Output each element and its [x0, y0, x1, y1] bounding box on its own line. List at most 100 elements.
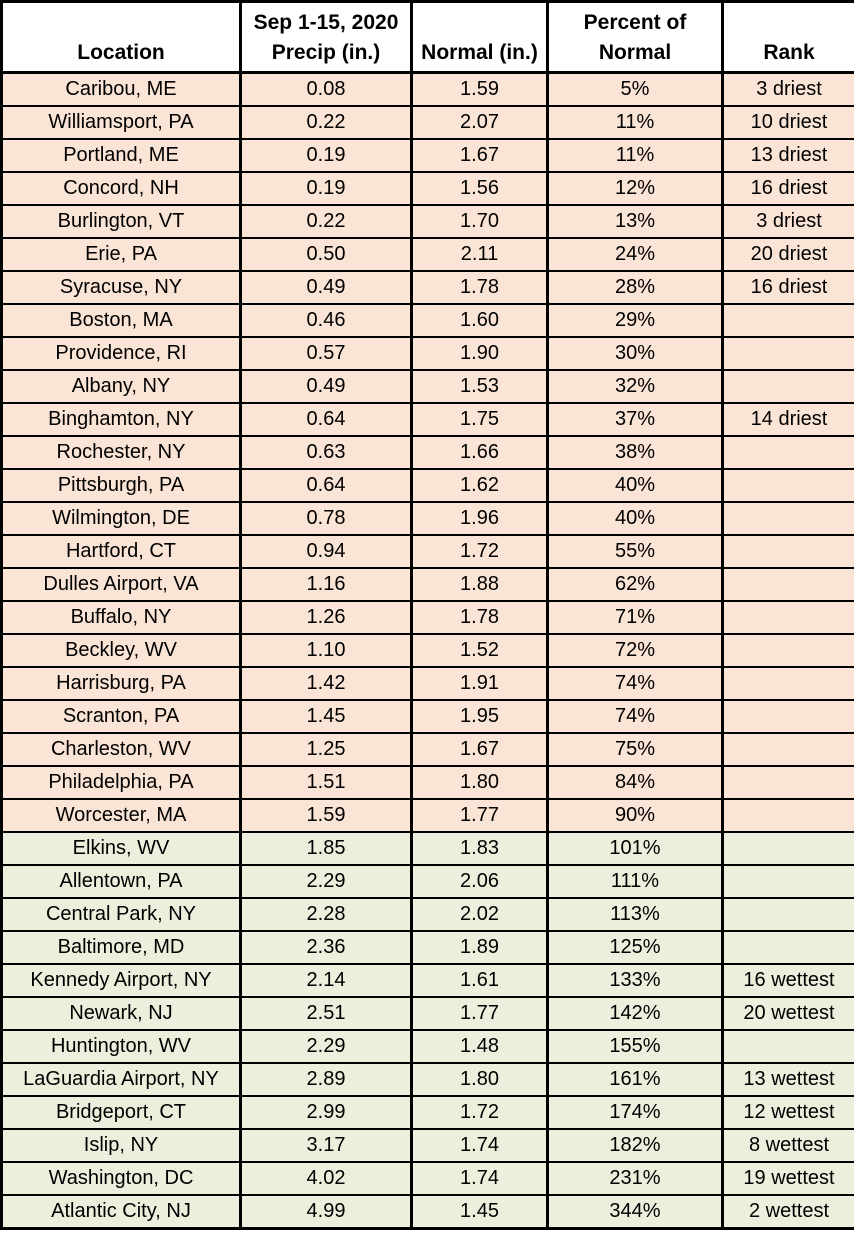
table-row: Newark, NJ 2.51 1.77 142% 20 wettest [0, 996, 854, 1031]
cell-location: Scranton, PA [0, 699, 242, 734]
cell-location: Beckley, WV [0, 633, 242, 668]
table-row: Burlington, VT 0.22 1.70 13% 3 driest [0, 204, 854, 239]
cell-location: Huntington, WV [0, 1029, 242, 1064]
cell-normal: 1.48 [410, 1029, 549, 1064]
cell-location: Syracuse, NY [0, 270, 242, 305]
cell-rank: 13 driest [721, 138, 854, 173]
cell-percent-of-normal: 174% [546, 1095, 724, 1130]
cell-precip: 1.59 [239, 798, 413, 833]
table-row: Hartford, CT 0.94 1.72 55% [0, 534, 854, 569]
table-row: Charleston, WV 1.25 1.67 75% [0, 732, 854, 767]
cell-precip: 0.19 [239, 171, 413, 206]
cell-normal: 1.88 [410, 567, 549, 602]
cell-percent-of-normal: 40% [546, 501, 724, 536]
cell-precip: 2.51 [239, 996, 413, 1031]
header-line: Sep 1-15, 2020 [253, 11, 399, 34]
cell-percent-of-normal: 231% [546, 1161, 724, 1196]
cell-location: Portland, ME [0, 138, 242, 173]
cell-precip: 2.28 [239, 897, 413, 932]
cell-percent-of-normal: 11% [546, 138, 724, 173]
cell-rank [721, 435, 854, 470]
cell-location: Burlington, VT [0, 204, 242, 239]
cell-percent-of-normal: 12% [546, 171, 724, 206]
cell-percent-of-normal: 182% [546, 1128, 724, 1163]
table-row: LaGuardia Airport, NY 2.89 1.80 161% 13 wett… [0, 1062, 854, 1097]
cell-location: Dulles Airport, VA [0, 567, 242, 602]
table-row: Washington, DC 4.02 1.74 231% 19 wettest [0, 1161, 854, 1196]
cell-rank [721, 303, 854, 338]
cell-precip: 2.36 [239, 930, 413, 965]
table-row: Kennedy Airport, NY 2.14 1.61 133% 16 wettes… [0, 963, 854, 998]
cell-rank [721, 930, 854, 965]
cell-precip: 2.14 [239, 963, 413, 998]
header-line: Rank [763, 41, 815, 64]
table-row: Islip, NY 3.17 1.74 182% 8 wettest [0, 1128, 854, 1163]
cell-percent-of-normal: 344% [546, 1194, 724, 1230]
column-header-precip: Sep 1-15, 2020 Precip (in.) [239, 0, 413, 74]
cell-precip: 0.63 [239, 435, 413, 470]
cell-location: Buffalo, NY [0, 600, 242, 635]
cell-normal: 2.06 [410, 864, 549, 899]
cell-percent-of-normal: 90% [546, 798, 724, 833]
cell-normal: 1.67 [410, 138, 549, 173]
cell-rank [721, 534, 854, 569]
cell-normal: 1.66 [410, 435, 549, 470]
cell-rank: 16 driest [721, 171, 854, 206]
cell-rank [721, 336, 854, 371]
cell-location: Islip, NY [0, 1128, 242, 1163]
cell-location: LaGuardia Airport, NY [0, 1062, 242, 1097]
cell-normal: 1.83 [410, 831, 549, 866]
cell-location: Caribou, ME [0, 71, 242, 107]
cell-normal: 1.67 [410, 732, 549, 767]
cell-percent-of-normal: 155% [546, 1029, 724, 1064]
cell-normal: 1.96 [410, 501, 549, 536]
cell-normal: 1.60 [410, 303, 549, 338]
cell-rank: 10 driest [721, 105, 854, 140]
header-line: Normal [598, 41, 672, 64]
cell-precip: 2.89 [239, 1062, 413, 1097]
header-line: Percent of [583, 11, 687, 34]
cell-precip: 0.22 [239, 105, 413, 140]
cell-normal: 1.56 [410, 171, 549, 206]
cell-rank [721, 369, 854, 404]
header-row: Location Sep 1-15, 2020 Precip (in.) Nor… [0, 0, 854, 74]
cell-location: Hartford, CT [0, 534, 242, 569]
cell-normal: 1.77 [410, 996, 549, 1031]
table-row: Worcester, MA 1.59 1.77 90% [0, 798, 854, 833]
cell-precip: 1.16 [239, 567, 413, 602]
cell-location: Bridgeport, CT [0, 1095, 242, 1130]
cell-location: Kennedy Airport, NY [0, 963, 242, 998]
table-row: Allentown, PA 2.29 2.06 111% [0, 864, 854, 899]
cell-percent-of-normal: 133% [546, 963, 724, 998]
cell-percent-of-normal: 30% [546, 336, 724, 371]
cell-normal: 1.61 [410, 963, 549, 998]
cell-rank: 12 wettest [721, 1095, 854, 1130]
cell-percent-of-normal: 142% [546, 996, 724, 1031]
table-row: Caribou, ME 0.08 1.59 5% 3 driest [0, 71, 854, 107]
cell-normal: 1.62 [410, 468, 549, 503]
table-row: Beckley, WV 1.10 1.52 72% [0, 633, 854, 668]
cell-precip: 0.46 [239, 303, 413, 338]
table-row: Binghamton, NY 0.64 1.75 37% 14 driest [0, 402, 854, 437]
cell-location: Washington, DC [0, 1161, 242, 1196]
cell-precip: 0.50 [239, 237, 413, 272]
table-row: Scranton, PA 1.45 1.95 74% [0, 699, 854, 734]
cell-rank [721, 468, 854, 503]
cell-rank: 3 driest [721, 71, 854, 107]
table-row: Dulles Airport, VA 1.16 1.88 62% [0, 567, 854, 602]
cell-rank [721, 831, 854, 866]
cell-normal: 2.02 [410, 897, 549, 932]
cell-rank [721, 666, 854, 701]
cell-precip: 0.22 [239, 204, 413, 239]
cell-precip: 0.57 [239, 336, 413, 371]
cell-precip: 0.64 [239, 402, 413, 437]
cell-location: Harrisburg, PA [0, 666, 242, 701]
cell-normal: 1.53 [410, 369, 549, 404]
cell-percent-of-normal: 125% [546, 930, 724, 965]
cell-precip: 1.51 [239, 765, 413, 800]
table-row: Albany, NY 0.49 1.53 32% [0, 369, 854, 404]
cell-percent-of-normal: 40% [546, 468, 724, 503]
cell-percent-of-normal: 5% [546, 71, 724, 107]
